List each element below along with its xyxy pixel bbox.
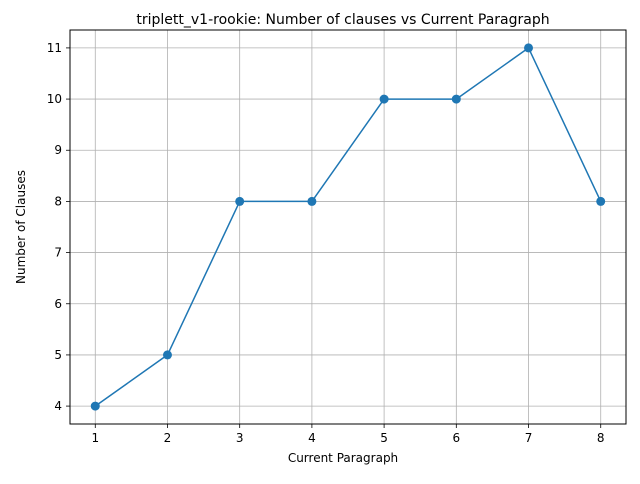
data-point [307, 196, 317, 206]
y-tick-label: 10 [47, 92, 62, 106]
y-axis-label: Number of Clauses [14, 170, 28, 284]
x-tick-label: 6 [452, 431, 460, 445]
y-tick-label: 11 [47, 41, 62, 55]
x-tick-label: 8 [597, 431, 605, 445]
series-layer [90, 43, 606, 411]
data-point [451, 94, 461, 104]
plot-area-frame [69, 29, 627, 425]
y-tick-label: 7 [54, 246, 62, 260]
x-tick-label: 2 [164, 431, 172, 445]
y-tick-label: 9 [54, 143, 62, 157]
axis-ticks: 1 2 3 4 5 6 7 8 4 5 6 7 8 9 10 11 [47, 41, 605, 445]
y-tick-label: 8 [54, 194, 62, 208]
x-tick-label: 1 [91, 431, 99, 445]
data-point [162, 350, 172, 360]
x-tick-label: 5 [380, 431, 388, 445]
x-tick-label: 3 [236, 431, 244, 445]
y-tick-label: 4 [54, 399, 62, 413]
x-axis-label: Current Paragraph [288, 451, 398, 465]
data-point [379, 94, 389, 104]
chart-title: triplett_v1-rookie: Number of clauses vs… [136, 12, 549, 28]
series-line [94, 47, 602, 407]
y-tick-label: 5 [54, 348, 62, 362]
data-point [524, 43, 534, 53]
y-tick-label: 6 [54, 297, 62, 311]
x-tick-label: 7 [525, 431, 533, 445]
x-tick-label: 4 [308, 431, 316, 445]
data-point [235, 196, 245, 206]
data-point [596, 196, 606, 206]
data-point [90, 401, 100, 411]
